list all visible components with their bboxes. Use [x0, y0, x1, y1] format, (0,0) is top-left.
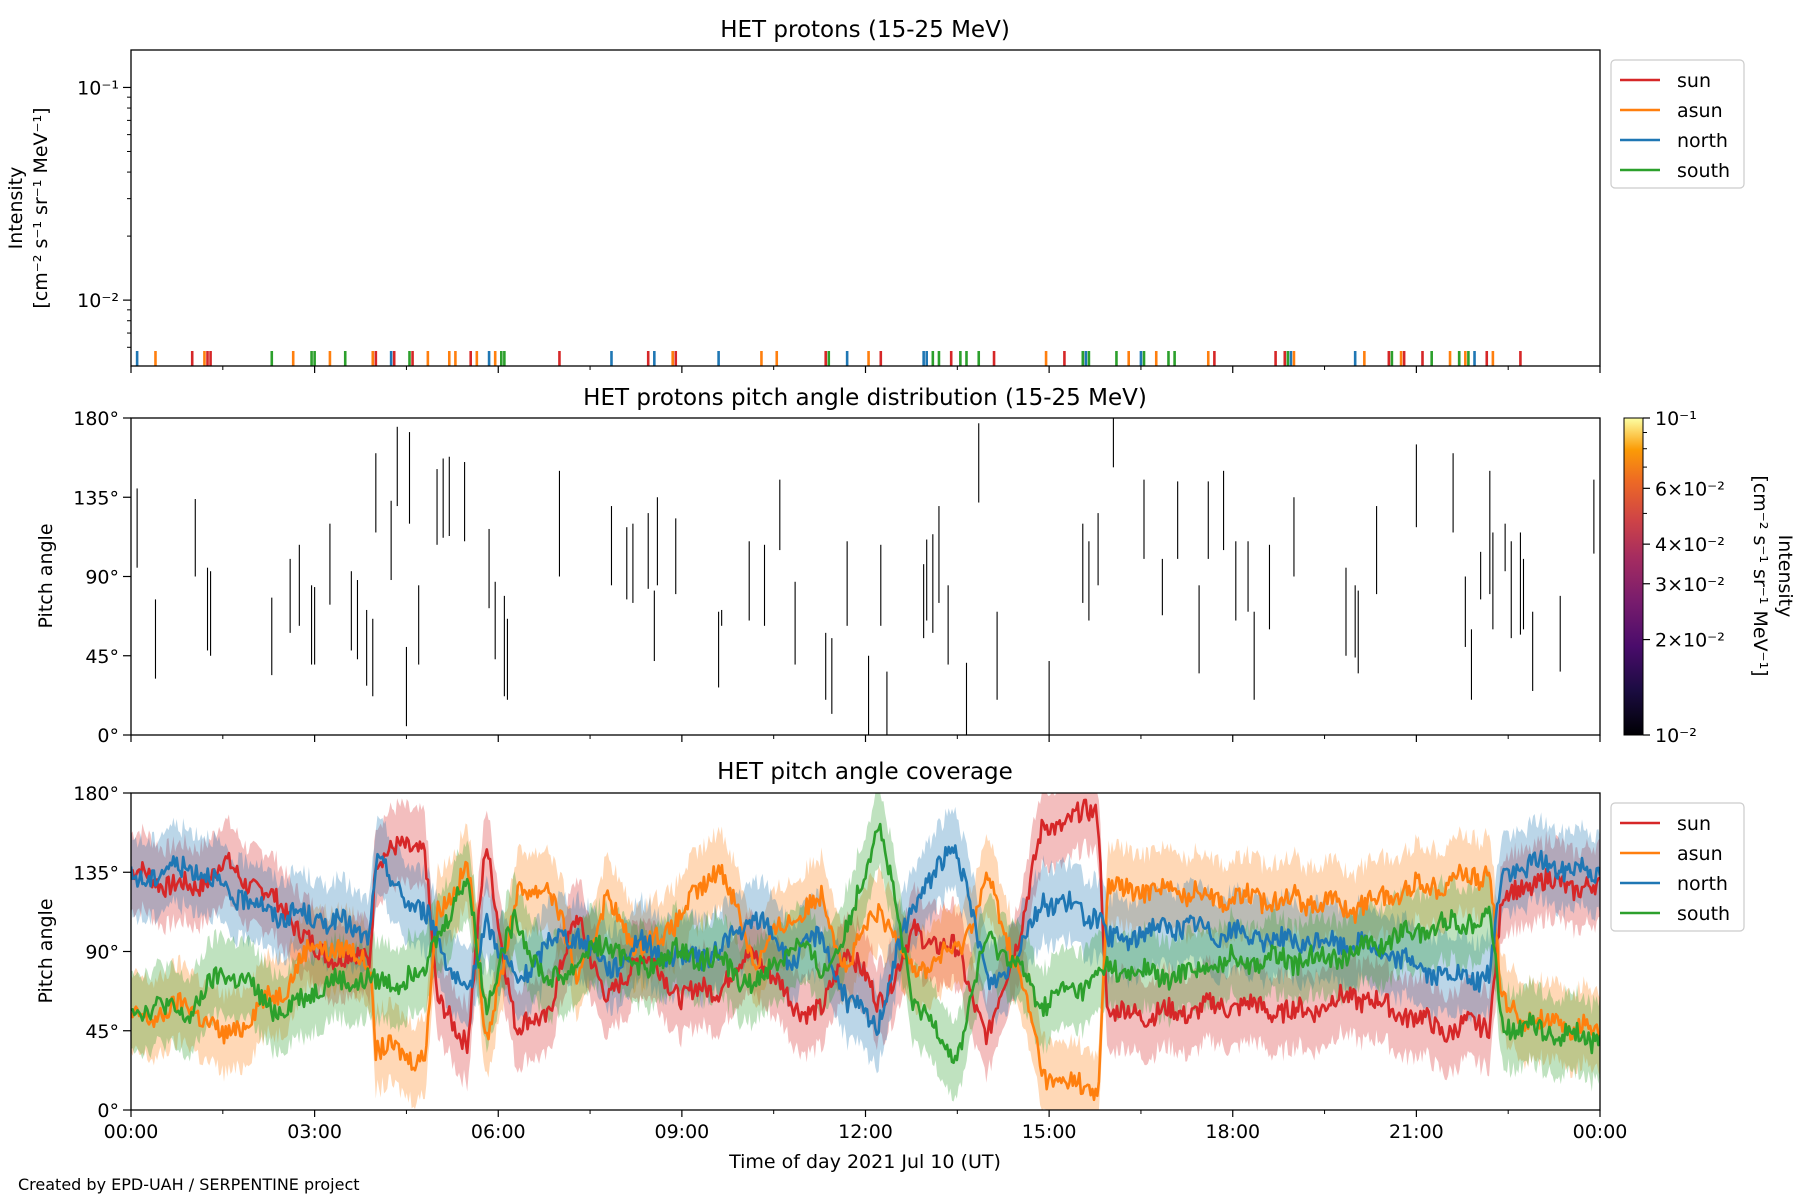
x-tick-label: 00:00 — [104, 1121, 159, 1143]
y-tick-label: 180° — [73, 408, 119, 430]
panel3-frame — [130, 792, 1601, 1111]
y-tick-label: 0° — [97, 725, 119, 747]
y-tick-label: 10⁻¹ — [77, 77, 119, 99]
legend-label-asun: asun — [1677, 843, 1723, 865]
x-tick-label: 00:00 — [1573, 1121, 1628, 1143]
x-axis-label: Time of day 2021 Jul 10 (UT) — [728, 1151, 1001, 1173]
line-south — [131, 822, 1600, 1065]
colorbar-tick-label: 3×10⁻² — [1655, 574, 1725, 596]
y-tick-label: 90° — [85, 567, 119, 589]
panel-intensity: HET protons (15-25 MeV) 10⁻¹ 10⁻² Intensi… — [5, 17, 1745, 373]
panel3-title: HET pitch angle coverage — [717, 759, 1013, 785]
y-tick-label: 45° — [85, 1021, 119, 1043]
panel1-frame — [130, 49, 1601, 367]
panel2-y-ticks: 180° 135° 90° 45° 0° — [73, 408, 131, 747]
legend-label-south: south — [1677, 903, 1730, 925]
panel2-x-ticks — [130, 735, 1601, 742]
y-tick-label: 90° — [85, 942, 119, 964]
panel3-y-ticks: 180° 135° 90° 45° 0° — [73, 783, 131, 1122]
panel1-legend: sun asun north south — [1610, 59, 1745, 189]
y-tick-label: 10⁻² — [77, 290, 119, 312]
colorbar-label-line1: Intensity — [1774, 535, 1796, 618]
colorbar-tick-label: 4×10⁻² — [1655, 534, 1725, 556]
panel3-x-ticks: 00:00 03:00 06:00 09:00 12:00 15:00 18:00 21:00… — [104, 1110, 1628, 1143]
legend-box — [1610, 59, 1745, 189]
panel-pitch-distribution: HET protons pitch angle distribution (15… — [35, 385, 1796, 747]
colorbar-tick-label: 10⁻¹ — [1655, 408, 1697, 430]
colorbar-tick-label: 2×10⁻² — [1655, 630, 1725, 652]
y-tick-label: 45° — [85, 646, 119, 668]
legend-label-sun: sun — [1677, 70, 1711, 92]
x-tick-label: 21:00 — [1389, 1121, 1444, 1143]
panel2-marks — [136, 418, 1595, 735]
panel1-y-ticks: 10⁻¹ 10⁻² — [77, 77, 131, 348]
y-tick-label: 0° — [97, 1100, 119, 1122]
x-tick-label: 12:00 — [838, 1121, 893, 1143]
colorbar-gradient — [1623, 417, 1644, 736]
panel1-x-ticks — [130, 366, 1601, 373]
band-asun — [131, 823, 1600, 1110]
panel3-legend: sun asun north south — [1610, 802, 1745, 932]
x-tick-label: 09:00 — [654, 1121, 709, 1143]
colorbar: 10⁻¹ 6×10⁻² 4×10⁻² 3×10⁻² 2×10⁻² 10⁻² Intensi… — [1623, 408, 1796, 747]
colorbar-ticks: 10⁻¹ 6×10⁻² 4×10⁻² 3×10⁻² 2×10⁻² 10⁻² — [1643, 408, 1725, 747]
panel1-marks — [135, 351, 1522, 366]
legend-label-north: north — [1677, 873, 1728, 895]
credit-text: Created by EPD-UAH / SERPENTINE project — [18, 1175, 360, 1194]
panel1-ylabel: Intensity [cm⁻² s⁻¹ sr⁻¹ MeV⁻¹] — [5, 107, 52, 308]
legend-label-asun: asun — [1677, 100, 1723, 122]
colorbar-label: Intensity [cm⁻² s⁻¹ sr⁻¹ MeV⁻¹] — [1749, 475, 1796, 676]
line-asun — [131, 860, 1600, 1102]
colorbar-label-line2: [cm⁻² s⁻¹ sr⁻¹ MeV⁻¹] — [1749, 475, 1771, 676]
legend-label-north: north — [1677, 130, 1728, 152]
y-tick-label: 135° — [73, 862, 119, 884]
x-tick-label: 06:00 — [471, 1121, 526, 1143]
panel3-marks — [131, 793, 1600, 1110]
panel2-title: HET protons pitch angle distribution (15… — [583, 385, 1147, 411]
legend-box — [1610, 802, 1745, 932]
panel-pitch-coverage: HET pitch angle coverage 180° 135° 90° 45° 0… — [35, 759, 1745, 1173]
x-tick-label: 15:00 — [1022, 1121, 1077, 1143]
panel1-ylabel-line1: Intensity — [5, 167, 27, 250]
legend-label-sun: sun — [1677, 813, 1711, 835]
panel2-frame — [130, 417, 1601, 736]
panel2-ylabel: Pitch angle — [35, 523, 57, 628]
legend-label-south: south — [1677, 160, 1730, 182]
panel1-ylabel-line2: [cm⁻² s⁻¹ sr⁻¹ MeV⁻¹] — [30, 107, 52, 308]
x-tick-label: 03:00 — [287, 1121, 342, 1143]
colorbar-tick-label: 10⁻² — [1655, 725, 1697, 747]
y-tick-label: 180° — [73, 783, 119, 805]
panel3-ylabel: Pitch angle — [35, 898, 57, 1003]
band-sun — [131, 793, 1600, 1092]
y-tick-label: 135° — [73, 487, 119, 509]
panel1-title: HET protons (15-25 MeV) — [720, 17, 1010, 43]
x-tick-label: 18:00 — [1205, 1121, 1260, 1143]
colorbar-tick-label: 6×10⁻² — [1655, 478, 1725, 500]
